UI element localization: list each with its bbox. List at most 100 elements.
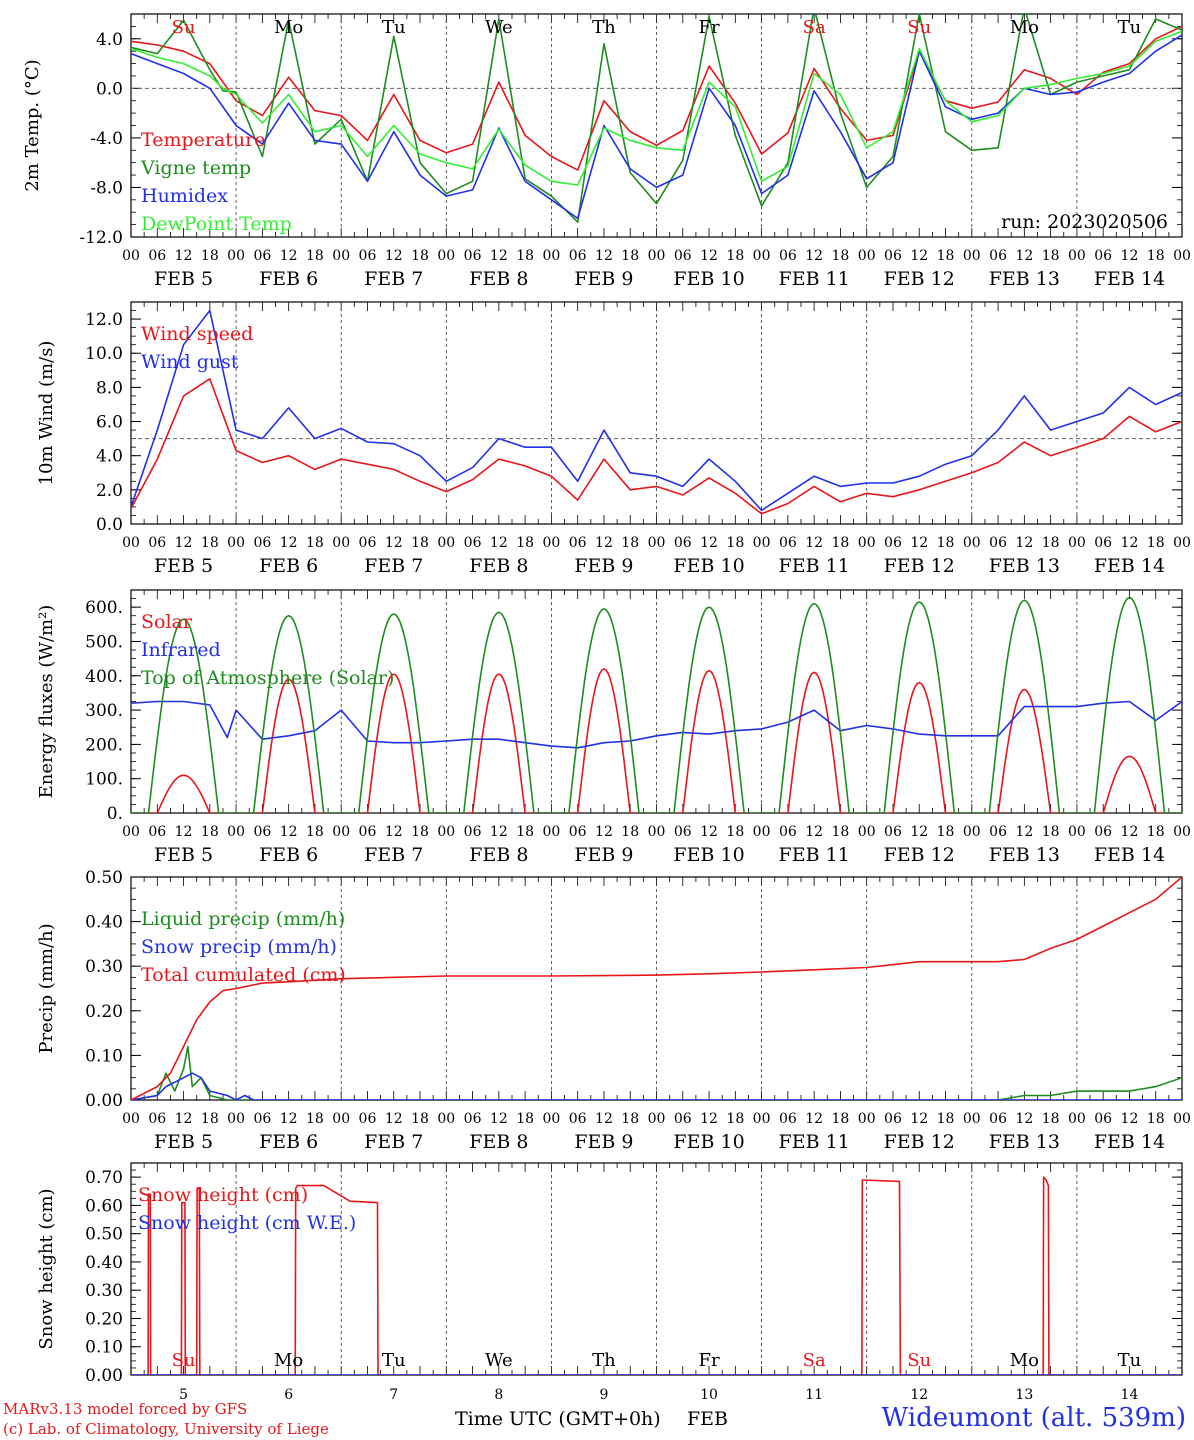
weekday-label: Sa <box>803 1350 826 1371</box>
x-hour-label: 06 <box>884 535 902 551</box>
x-hour-label: 00 <box>753 535 771 551</box>
y-tick-label: 0.0 <box>96 79 123 99</box>
x-date-label: FEB 9 <box>574 555 633 577</box>
legend-entry: Total cumulated (cm) <box>141 964 346 986</box>
x-hour-label: 18 <box>1147 248 1165 264</box>
x-hour-label: 06 <box>569 1111 587 1127</box>
x-hour-label: 00 <box>542 535 560 551</box>
y-tick-label: 0.0 <box>96 515 123 535</box>
x-hour-label: 18 <box>1147 1111 1165 1127</box>
x-hour-label: 18 <box>726 535 744 551</box>
x-hour-label: 12 <box>385 535 403 551</box>
x-hour-label: 12 <box>280 535 298 551</box>
x-hour-label: 12 <box>805 535 823 551</box>
x-hour-label: 12 <box>910 1111 928 1127</box>
y-tick-label: 4.0 <box>96 447 123 467</box>
x-hour-label: 06 <box>464 824 482 840</box>
x-hour-label: 18 <box>937 1111 955 1127</box>
x-day-number: 9 <box>599 1387 608 1403</box>
x-hour-label: 12 <box>1015 248 1033 264</box>
x-date-label: FEB 13 <box>989 844 1060 866</box>
x-hour-label: 12 <box>490 248 508 264</box>
x-date-label: FEB 8 <box>469 268 528 290</box>
x-hour-label: 06 <box>569 824 587 840</box>
x-date-label: FEB 10 <box>673 844 744 866</box>
x-date-label: FEB 10 <box>673 555 744 577</box>
x-hour-label: 12 <box>1121 535 1139 551</box>
y-tick-label: -8.0 <box>90 178 123 198</box>
x-date-label: FEB 13 <box>989 268 1060 290</box>
x-hour-label: 12 <box>805 248 823 264</box>
x-hour-label: 06 <box>253 248 271 264</box>
x-date-label: FEB 10 <box>673 1131 744 1153</box>
x-hour-label: 00 <box>1173 248 1191 264</box>
weekday-label: Tu <box>1118 17 1142 38</box>
legend-entry: Infrared <box>141 639 221 661</box>
weekday-label: Sa <box>803 17 826 38</box>
y-tick-label: 8.0 <box>96 378 123 398</box>
x-date-label: FEB 7 <box>364 1131 423 1153</box>
series-group <box>131 1176 1182 1375</box>
legend-entry: Top of Atmosphere (Solar) <box>141 667 394 689</box>
x-hour-label: 00 <box>542 1111 560 1127</box>
x-hour-label: 00 <box>858 535 876 551</box>
legend-entry: Snow height (cm W.E.) <box>138 1212 356 1234</box>
x-hour-label: 06 <box>253 1111 271 1127</box>
y-tick-label: 4.0 <box>96 30 123 50</box>
x-hour-label: 18 <box>937 535 955 551</box>
weekday-label: Mo <box>1010 1350 1039 1371</box>
x-hour-label: 00 <box>648 824 666 840</box>
x-date-label: FEB 7 <box>364 844 423 866</box>
x-hour-label: 12 <box>1015 535 1033 551</box>
y-tick-label: 0.60 <box>85 1196 123 1216</box>
x-hour-label: 06 <box>779 1111 797 1127</box>
y-axis-label: 10m Wind (m/s) <box>36 341 57 486</box>
x-hour-label: 18 <box>937 248 955 264</box>
y-tick-label: 0.00 <box>85 1366 123 1386</box>
series-line-1 <box>131 378 1182 515</box>
x-hour-label: 12 <box>700 535 718 551</box>
x-hour-label: 06 <box>989 248 1007 264</box>
x-hour-label: 06 <box>1094 248 1112 264</box>
weekday-label: Th <box>592 17 616 38</box>
x-hour-label: 12 <box>1121 1111 1139 1127</box>
y-axis-label: Precip (mm/h) <box>36 923 57 1053</box>
x-hour-label: 12 <box>700 1111 718 1127</box>
weekday-label: Su <box>907 17 931 38</box>
x-hour-label: 12 <box>385 1111 403 1127</box>
x-hour-label: 06 <box>253 535 271 551</box>
series-group <box>131 596 1182 813</box>
y-tick-label: 0.00 <box>85 1091 123 1111</box>
x-date-label: FEB 5 <box>154 555 213 577</box>
x-hour-label: 06 <box>359 824 377 840</box>
x-date-label: FEB 6 <box>259 1131 318 1153</box>
x-hour-label: 00 <box>963 1111 981 1127</box>
x-hour-label: 00 <box>1173 1111 1191 1127</box>
x-hour-label: 06 <box>674 824 692 840</box>
x-hour-label: 00 <box>858 1111 876 1127</box>
x-day-number: 13 <box>1015 1387 1033 1403</box>
lab-credit: (c) Lab. of Climatology, University of L… <box>3 1420 329 1438</box>
legend-entry: DewPoint Temp <box>141 213 292 235</box>
x-hour-label: 12 <box>1121 248 1139 264</box>
x-hour-label: 00 <box>542 824 560 840</box>
weekday-label: Tu <box>382 17 406 38</box>
series-line-3 <box>131 877 1182 1100</box>
y-tick-label: 100. <box>85 770 123 790</box>
x-hour-label: 06 <box>674 248 692 264</box>
x-date-label: FEB 12 <box>884 268 955 290</box>
x-hour-label: 00 <box>122 248 140 264</box>
x-hour-label: 18 <box>306 535 324 551</box>
legend-entry: Liquid precip (mm/h) <box>141 908 345 930</box>
x-hour-label: 00 <box>437 248 455 264</box>
x-hour-label: 18 <box>726 248 744 264</box>
panel-2: 12.0 10.0 8.0 6.0 4.0 2.0 0.0 10m Wind (m/s) Win… <box>36 301 1191 577</box>
series-line-3 <box>131 34 1182 220</box>
x-date-label: FEB 14 <box>1094 268 1165 290</box>
x-date-label: FEB 8 <box>469 844 528 866</box>
x-hour-label: 18 <box>1042 535 1060 551</box>
x-date-label: FEB 14 <box>1094 844 1165 866</box>
x-hour-label: 00 <box>1173 535 1191 551</box>
weekday-label: We <box>485 17 513 38</box>
